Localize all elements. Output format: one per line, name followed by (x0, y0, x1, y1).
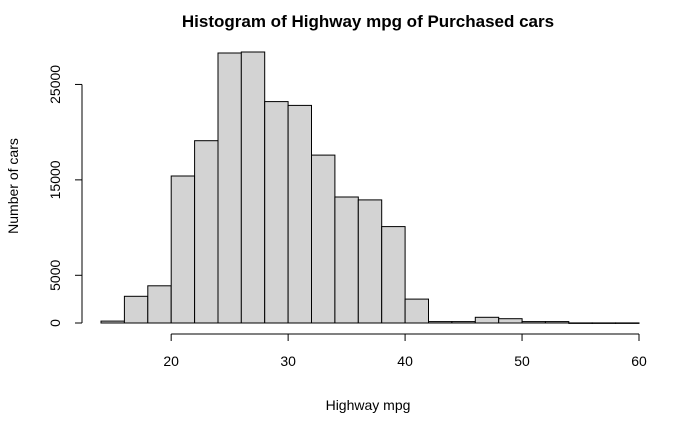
histogram-bar (240, 51, 266, 324)
y-axis: 0 5000 15000 25000 (47, 65, 83, 327)
histogram-bar (311, 154, 336, 324)
x-axis-label: Highway mpg (326, 397, 411, 413)
histogram-bar (264, 101, 289, 324)
histogram-bar (451, 321, 476, 324)
histogram-bar (100, 320, 125, 324)
x-tick-label: 30 (280, 353, 296, 369)
histogram-bars (100, 51, 640, 324)
histogram-bar (521, 321, 546, 324)
x-tick-label: 40 (397, 353, 413, 369)
histogram-bar (123, 295, 149, 324)
histogram-bar (615, 322, 640, 324)
y-tick-label: 5000 (47, 260, 63, 291)
histogram-bar (381, 226, 406, 324)
histogram-bar (217, 52, 242, 324)
histogram-bar (568, 322, 593, 324)
chart-title: Histogram of Highway mpg of Purchased ca… (182, 12, 554, 31)
y-axis-label: Number of cars (5, 138, 21, 234)
histogram-bar (498, 318, 523, 324)
histogram-bar (474, 316, 500, 324)
histogram-bar (194, 140, 219, 324)
x-tick-label: 20 (163, 353, 179, 369)
y-tick-label: 25000 (47, 65, 63, 104)
histogram-bar (428, 321, 453, 324)
x-tick-label: 50 (514, 353, 530, 369)
y-tick-label: 0 (47, 319, 63, 327)
histogram-bar (287, 104, 313, 324)
histogram-bar (334, 196, 359, 324)
x-tick-label: 60 (631, 353, 647, 369)
x-axis: 20 30 40 50 60 (163, 333, 647, 369)
histogram-bar (544, 321, 570, 324)
histogram-bar (591, 322, 617, 324)
histogram-bar (170, 175, 196, 324)
histogram-bar (147, 285, 172, 324)
y-tick-label: 15000 (47, 160, 63, 199)
histogram-bar (404, 298, 430, 324)
histogram-bar (357, 199, 383, 324)
